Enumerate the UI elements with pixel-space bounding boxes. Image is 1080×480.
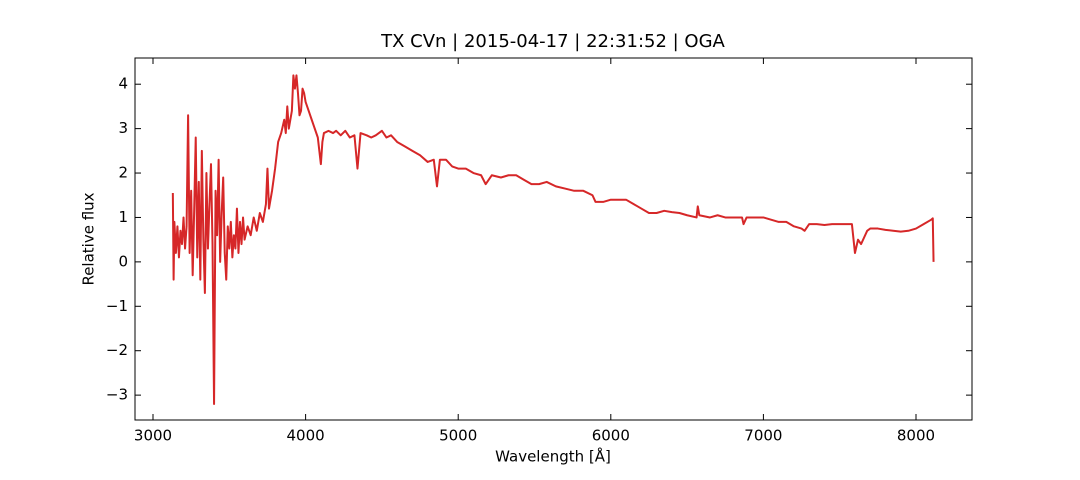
y-tick-label: −1 xyxy=(106,297,128,315)
x-tick-label: 4000 xyxy=(287,427,325,445)
y-tick-label: −3 xyxy=(106,386,128,404)
y-tick-label: 4 xyxy=(118,75,128,93)
chart-title: TX CVn | 2015-04-17 | 22:31:52 | OGA xyxy=(380,31,725,52)
spectrum-line xyxy=(171,74,935,406)
y-axis-label: Relative flux xyxy=(80,192,98,285)
x-tick-label: 6000 xyxy=(592,427,630,445)
x-tick-label: 8000 xyxy=(897,427,935,445)
x-tick-label: 7000 xyxy=(744,427,782,445)
y-tick-label: 1 xyxy=(118,208,128,226)
y-tick-label: −2 xyxy=(106,341,128,359)
y-tick-label: 0 xyxy=(118,252,128,270)
y-tick-label: 2 xyxy=(118,164,128,182)
x-axis-label: Wavelength [Å] xyxy=(495,447,611,466)
x-tick-label: 3000 xyxy=(134,427,172,445)
plot-frame xyxy=(134,57,973,421)
y-tick-label: 3 xyxy=(118,119,128,137)
x-tick-label: 5000 xyxy=(439,427,477,445)
